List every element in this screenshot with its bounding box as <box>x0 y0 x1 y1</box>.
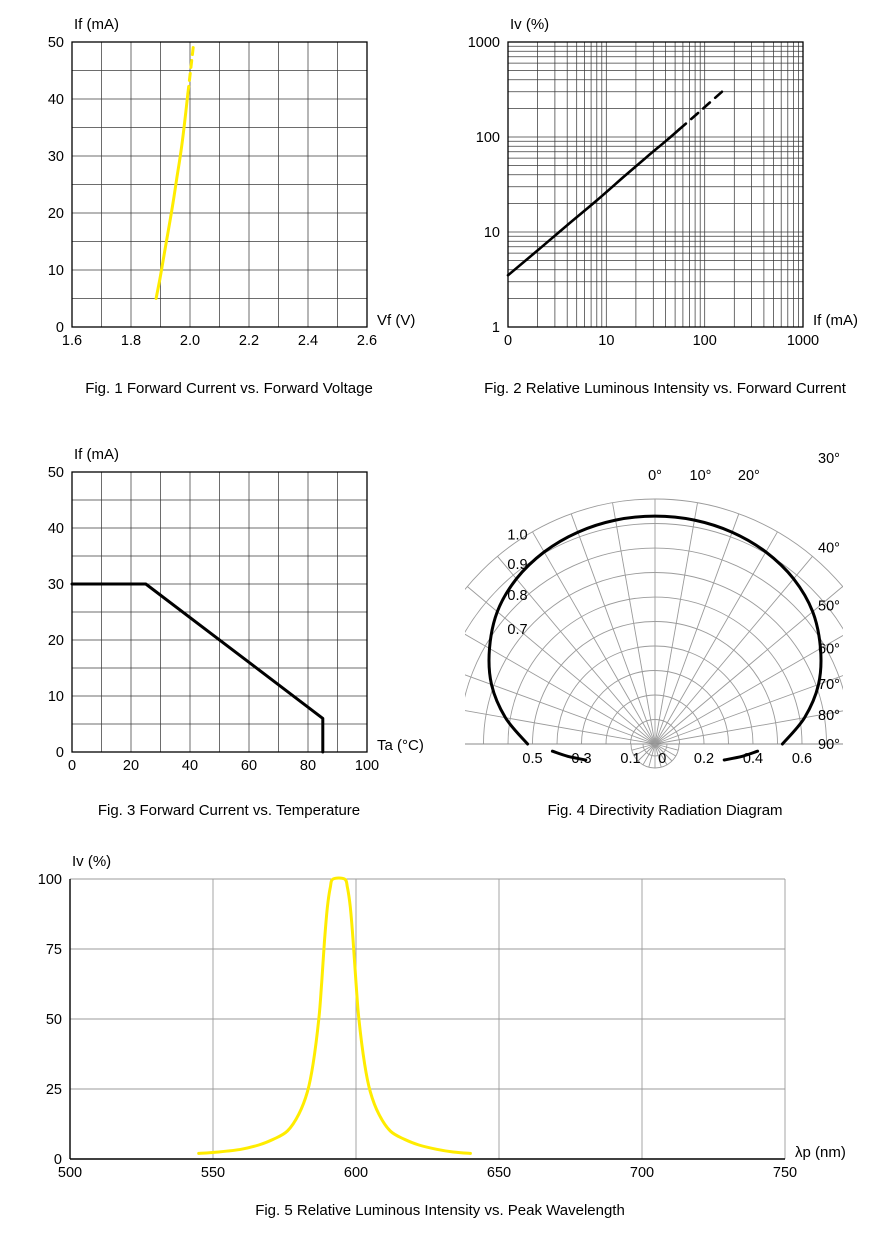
svg-text:30: 30 <box>48 577 64 593</box>
fig1-canvas: 1.6 1.8 2.0 2.2 2.4 2.6 0 10 20 30 40 50 If (mA) Vf (… <box>14 10 444 372</box>
svg-text:Vf (V): Vf (V) <box>377 312 415 329</box>
svg-text:100: 100 <box>38 872 62 888</box>
svg-text:1000: 1000 <box>468 35 500 51</box>
svg-text:10: 10 <box>48 689 64 705</box>
svg-text:2.2: 2.2 <box>239 333 259 349</box>
svg-text:50°: 50° <box>818 599 840 615</box>
svg-text:60°: 60° <box>818 642 840 658</box>
svg-text:90°: 90° <box>818 737 840 753</box>
svg-text:1.0: 1.0 <box>507 528 527 544</box>
svg-text:If (mA): If (mA) <box>74 16 119 33</box>
svg-text:10: 10 <box>598 333 614 349</box>
svg-text:100: 100 <box>355 758 379 774</box>
svg-text:2.4: 2.4 <box>298 333 318 349</box>
svg-text:20: 20 <box>123 758 139 774</box>
svg-text:30°: 30° <box>818 451 840 467</box>
svg-text:2.6: 2.6 <box>357 333 377 349</box>
svg-text:If (mA): If (mA) <box>813 312 858 329</box>
svg-text:600: 600 <box>344 1165 368 1181</box>
fig2-caption: Fig. 2 Relative Luminous Intensity vs. F… <box>484 380 846 397</box>
svg-text:70°: 70° <box>818 677 840 693</box>
svg-text:0.6: 0.6 <box>792 751 812 767</box>
figure-5: 500 550 600 650 700 750 0 25 50 75 100 Iv (%) λp (nm… <box>0 854 880 1220</box>
svg-text:40: 40 <box>182 758 198 774</box>
svg-text:0.2: 0.2 <box>694 751 714 767</box>
svg-text:1: 1 <box>492 320 500 336</box>
figures-row-1: 1.6 1.8 2.0 2.2 2.4 2.6 0 10 20 30 40 50 If (mA) Vf (… <box>0 10 880 398</box>
svg-text:λp (nm): λp (nm) <box>795 1144 846 1161</box>
svg-text:Ta (°C): Ta (°C) <box>377 737 424 754</box>
svg-text:0.1: 0.1 <box>620 751 640 767</box>
svg-text:100: 100 <box>693 333 717 349</box>
svg-text:100: 100 <box>476 130 500 146</box>
svg-text:75: 75 <box>46 942 62 958</box>
svg-text:10: 10 <box>484 225 500 241</box>
svg-text:750: 750 <box>773 1165 797 1181</box>
svg-text:20: 20 <box>48 633 64 649</box>
svg-text:500: 500 <box>58 1165 82 1181</box>
svg-text:700: 700 <box>630 1165 654 1181</box>
svg-text:0: 0 <box>54 1152 62 1168</box>
svg-text:50: 50 <box>48 35 64 51</box>
svg-text:20°: 20° <box>738 468 760 484</box>
svg-text:Iv (%): Iv (%) <box>510 16 549 33</box>
svg-text:20: 20 <box>48 206 64 222</box>
svg-text:550: 550 <box>201 1165 225 1181</box>
svg-text:30: 30 <box>48 149 64 165</box>
figure-4: 1.0 0.9 0.8 0.7 0.5 0.3 0.1 0 0.2 0.4 0.6 0° 10° 20° 3… <box>450 444 880 820</box>
figure-3: 0 20 40 60 80 100 0 10 20 30 40 50 If (mA) Ta (°C) Fi… <box>14 444 444 820</box>
fig3-caption: Fig. 3 Forward Current vs. Temperature <box>97 802 361 819</box>
svg-text:0.8: 0.8 <box>507 588 527 604</box>
fig5-caption: Fig. 5 Relative Luminous Intensity vs. P… <box>255 1202 625 1219</box>
svg-text:0.9: 0.9 <box>507 557 527 573</box>
svg-text:60: 60 <box>241 758 257 774</box>
svg-text:80°: 80° <box>818 708 840 724</box>
svg-text:0: 0 <box>658 751 666 767</box>
svg-text:1.8: 1.8 <box>121 333 141 349</box>
figure-1: 1.6 1.8 2.0 2.2 2.4 2.6 0 10 20 30 40 50 If (mA) Vf (… <box>14 10 444 398</box>
svg-text:0: 0 <box>56 320 64 336</box>
svg-text:0°: 0° <box>648 468 662 484</box>
svg-text:0: 0 <box>68 758 76 774</box>
svg-text:1.6: 1.6 <box>62 333 82 349</box>
fig1-caption: Fig. 1 Forward Current vs. Forward Volta… <box>85 380 373 397</box>
svg-text:0.7: 0.7 <box>507 622 527 638</box>
fig2-canvas: 0 10 100 1000 1 10 100 1000 Iv (%) If (mA) <box>450 10 880 372</box>
svg-text:50: 50 <box>48 465 64 481</box>
fig4-caption: Fig. 4 Directivity Radiation Diagram <box>547 802 783 819</box>
svg-text:0: 0 <box>504 333 512 349</box>
figure-2: 0 10 100 1000 1 10 100 1000 Iv (%) If (mA) Fig. 2… <box>450 10 880 398</box>
fig5-canvas: 500 550 600 650 700 750 0 25 50 75 100 Iv (%) λp (nm… <box>0 854 880 1194</box>
fig3-canvas: 0 20 40 60 80 100 0 10 20 30 40 50 If (mA) Ta (°C) <box>14 444 444 794</box>
svg-text:0.5: 0.5 <box>522 751 542 767</box>
svg-text:40: 40 <box>48 92 64 108</box>
svg-text:1000: 1000 <box>787 333 819 349</box>
svg-text:650: 650 <box>487 1165 511 1181</box>
svg-text:10: 10 <box>48 263 64 279</box>
svg-text:2.0: 2.0 <box>180 333 200 349</box>
svg-text:0: 0 <box>56 745 64 761</box>
svg-text:If (mA): If (mA) <box>74 446 119 463</box>
svg-text:40: 40 <box>48 521 64 537</box>
fig4-canvas: 1.00.90.80.70.5 0.3 0.1 0 0.2 0.4 0.60° 10° 20°3… <box>450 444 880 794</box>
svg-text:25: 25 <box>46 1082 62 1098</box>
svg-text:Iv (%): Iv (%) <box>72 854 111 870</box>
figures-row-2: 0 20 40 60 80 100 0 10 20 30 40 50 If (mA) Ta (°C) Fi… <box>0 444 880 820</box>
svg-text:50: 50 <box>46 1012 62 1028</box>
svg-text:80: 80 <box>300 758 316 774</box>
svg-text:10°: 10° <box>690 468 712 484</box>
svg-text:40°: 40° <box>818 540 840 556</box>
